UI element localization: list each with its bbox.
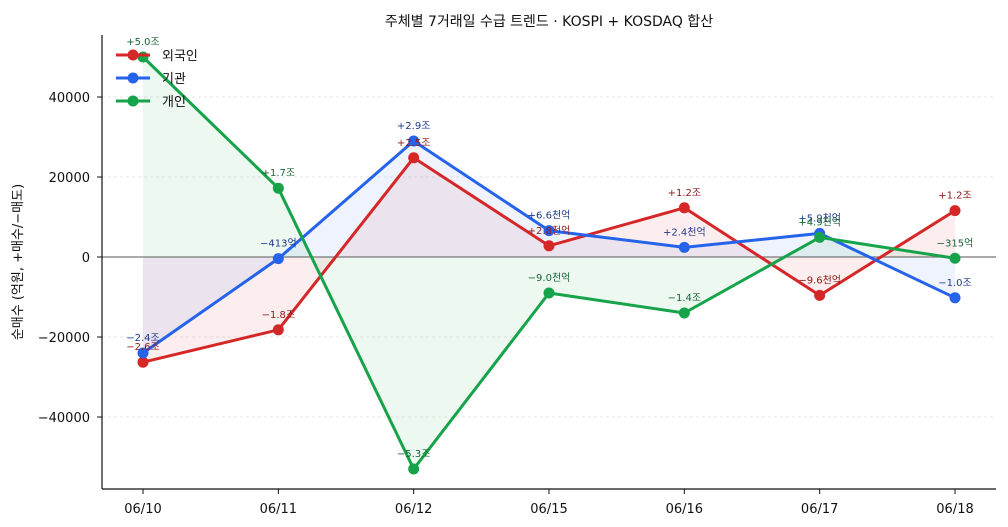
data-point: [543, 225, 555, 237]
series-fill-areas: [143, 57, 955, 469]
data-label: −315억: [937, 237, 974, 249]
data-label: −2.4조: [126, 333, 159, 344]
data-point: [814, 231, 826, 243]
axes: −40000 −20000 0 20000 40000 06/10 06/11 06/12 06…: [38, 35, 996, 517]
data-point: [678, 307, 690, 319]
series-lines: [137, 51, 961, 475]
data-point: [272, 324, 284, 336]
data-label: +1.7조: [262, 168, 295, 179]
data-label: +5.9천억: [798, 212, 841, 224]
legend-label: 외국인: [162, 49, 198, 64]
x-tick-label: 06/11: [260, 502, 297, 517]
data-label: −9.0천억: [528, 272, 571, 284]
legend-marker: [127, 95, 139, 107]
y-tick-label: −40000: [38, 411, 90, 426]
data-point: [408, 463, 420, 475]
data-label: −2.6조: [126, 342, 159, 353]
data-point: [543, 287, 555, 299]
y-tick-label: 0: [82, 251, 90, 266]
data-label: −1.4조: [668, 293, 701, 304]
x-tick-label: 06/15: [530, 502, 567, 517]
data-label: +2.5조: [397, 138, 430, 149]
data-point: [949, 292, 961, 304]
data-label: −9.6천억: [798, 274, 841, 286]
x-tick-label: 06/12: [395, 502, 432, 517]
legend-label: 개인: [162, 95, 186, 110]
data-label: +2.8천억: [528, 225, 571, 237]
data-label: +1.2조: [668, 188, 701, 199]
data-label: +4.9천억: [798, 216, 841, 228]
data-label: −413억: [260, 238, 297, 250]
data-point: [678, 202, 690, 214]
series-area-2: [143, 57, 955, 469]
y-tick-label: 20000: [49, 171, 90, 186]
data-point: [137, 51, 149, 63]
x-tick-label: 06/18: [936, 502, 973, 517]
y-tick-label: 40000: [49, 91, 90, 106]
data-label: −1.0조: [938, 278, 971, 289]
data-label: −1.8조: [262, 310, 295, 321]
chart-title: 주체별 7거래일 수급 트렌드 · KOSPI + KOSDAQ 합산: [385, 14, 713, 30]
data-point: [272, 182, 284, 194]
y-tick-label: −20000: [38, 331, 90, 346]
data-label: −5.3조: [397, 449, 430, 460]
data-point: [408, 152, 420, 164]
legend-marker: [127, 49, 139, 61]
data-label: +2.9조: [397, 121, 430, 132]
x-tick-label: 06/10: [124, 502, 161, 517]
data-point: [408, 135, 420, 147]
data-label: +1.2조: [938, 191, 971, 202]
data-point: [137, 356, 149, 368]
data-label: +6.6천억: [528, 210, 571, 222]
data-label: +5.0조: [126, 37, 159, 48]
data-point: [949, 205, 961, 217]
data-point: [137, 347, 149, 359]
x-tick-label: 06/16: [666, 502, 703, 517]
data-point: [949, 252, 961, 264]
data-point: [543, 240, 555, 252]
data-point: [814, 289, 826, 301]
legend-label: 기관: [162, 72, 186, 87]
data-point: [678, 241, 690, 253]
x-tick-label: 06/17: [801, 502, 838, 517]
legend-marker: [127, 72, 139, 84]
data-labels: −2.6조 −1.8조 +2.5조 +2.8천억 +1.2조 −9.6천억 +1.2조 −2.…: [126, 37, 973, 460]
data-label: +2.4천억: [663, 226, 706, 238]
data-point: [272, 253, 284, 265]
y-axis-label: 순매수 (억원, +매수/−매도): [11, 184, 26, 340]
